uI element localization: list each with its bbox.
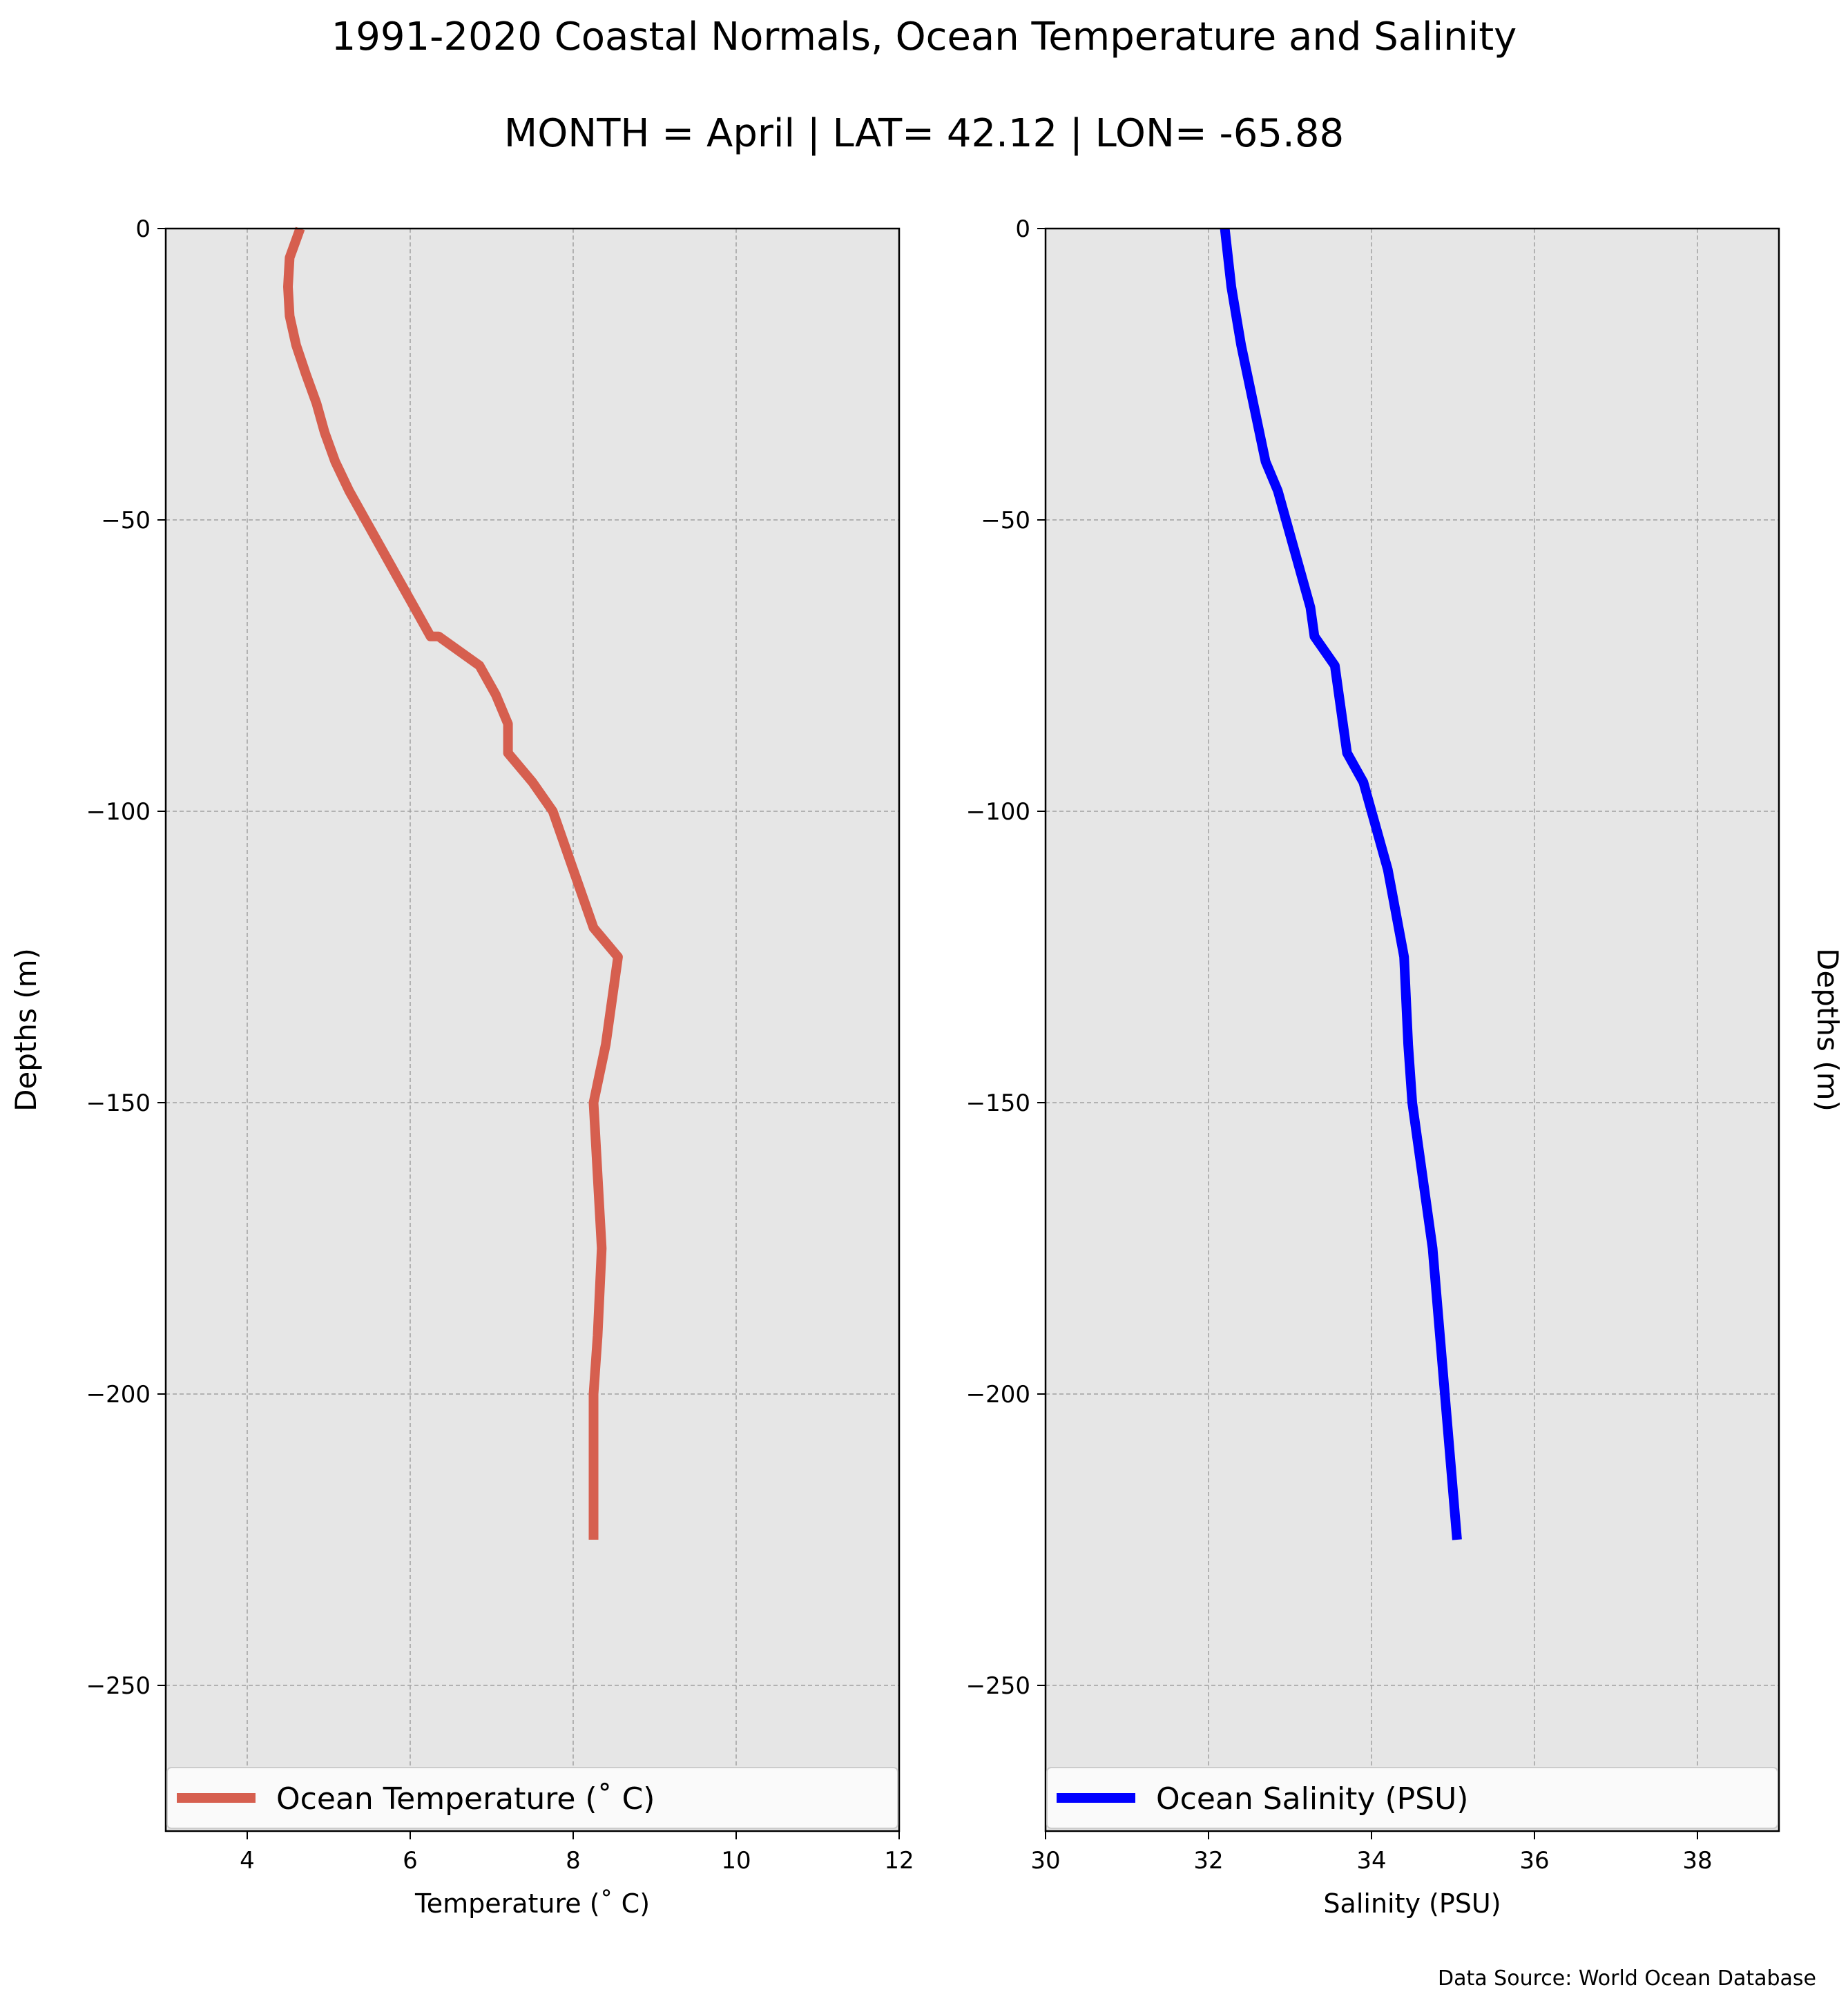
data-source-note: Data Source: World Ocean Database xyxy=(1438,1966,1816,1991)
temperature-y-tick-label: −50 xyxy=(101,507,151,534)
temperature-legend-label: Ocean Temperature (˚ C) xyxy=(276,1781,655,1817)
temperature-y-tick-label: −250 xyxy=(86,1672,151,1700)
temperature-ticks: 4 6 8 10 12 0 −50 −100 −150 −200 −250 xyxy=(86,215,914,1875)
temperature-x-tick-label: 4 xyxy=(240,1847,255,1875)
temperature-plot-area xyxy=(166,229,899,1831)
temperature-y-tick-label: −100 xyxy=(86,798,151,826)
temperature-y-tick-label: 0 xyxy=(135,215,151,243)
temperature-y-tick-label: −200 xyxy=(86,1381,151,1409)
salinity-legend: Ocean Salinity (PSU) xyxy=(1046,1767,1778,1829)
salinity-y-tick-label: −50 xyxy=(981,507,1030,534)
temperature-legend-box xyxy=(166,1767,898,1829)
salinity-ticks: 30 32 34 36 38 0 −50 −100 −150 −200 −250 xyxy=(966,215,1713,1875)
salinity-y-tick-label: 0 xyxy=(1015,215,1030,243)
salinity-y-tick-label: −250 xyxy=(966,1672,1030,1700)
temperature-y-tick-label: −150 xyxy=(86,1090,151,1117)
temperature-legend: Ocean Temperature (˚ C) xyxy=(166,1767,898,1829)
salinity-legend-box xyxy=(1046,1767,1778,1829)
salinity-plot-frame xyxy=(1044,227,1780,1832)
temperature-y-axis-label: Depths (m) xyxy=(9,948,43,1112)
temperature-plot-frame xyxy=(164,227,901,1832)
temperature-x-tick-label: 12 xyxy=(884,1847,914,1875)
salinity-y-tick-label: −150 xyxy=(966,1090,1030,1117)
salinity-y-tick-label: −100 xyxy=(966,798,1030,826)
salinity-x-tick-label: 34 xyxy=(1356,1847,1386,1875)
salinity-y-axis-label: Depths (m) xyxy=(1811,948,1845,1112)
salinity-x-tick-label: 36 xyxy=(1519,1847,1549,1875)
temperature-x-tick-label: 10 xyxy=(721,1847,751,1875)
salinity-panel: 30 32 34 36 38 0 −50 −100 −150 −200 −250 Salinity … xyxy=(966,215,1845,1919)
temperature-grid xyxy=(166,229,899,1831)
temperature-x-axis-label: Temperature (˚ C) xyxy=(414,1888,650,1919)
salinity-x-axis-label: Salinity (PSU) xyxy=(1323,1888,1501,1919)
temperature-panel: 4 6 8 10 12 0 −50 −100 −150 −200 −250 Temperature … xyxy=(9,215,914,1919)
temperature-series-line xyxy=(283,226,623,1540)
salinity-series-line xyxy=(1220,228,1462,1540)
salinity-x-tick-label: 38 xyxy=(1682,1847,1712,1875)
salinity-x-tick-label: 30 xyxy=(1030,1847,1060,1875)
figure-title: 1991-2020 Coastal Normals, Ocean Tempera… xyxy=(331,14,1517,59)
temperature-x-tick-label: 8 xyxy=(566,1847,581,1875)
figure-subtitle: MONTH = April | LAT= 42.12 | LON= -65.88 xyxy=(504,111,1344,156)
salinity-y-tick-label: −200 xyxy=(966,1381,1030,1409)
salinity-x-tick-label: 32 xyxy=(1193,1847,1223,1875)
temperature-x-tick-label: 6 xyxy=(403,1847,418,1875)
salinity-legend-label: Ocean Salinity (PSU) xyxy=(1156,1781,1468,1817)
